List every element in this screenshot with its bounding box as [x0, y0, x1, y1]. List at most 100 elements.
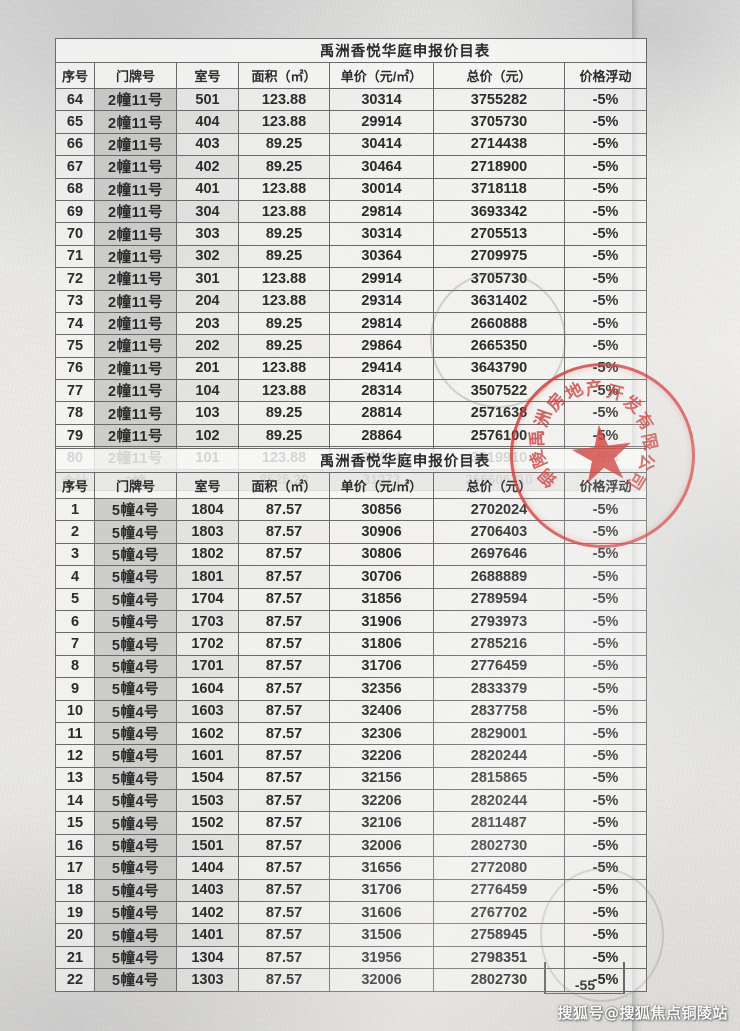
cell-total-price: 3755282: [433, 87, 565, 112]
cell-float: -5%: [563, 177, 648, 201]
cell-seq: 1: [55, 497, 95, 522]
cell-unit-price: 29864: [329, 334, 434, 358]
cell-room: 1601: [176, 744, 239, 768]
table-row: 68 2幢11号 401 123.88 30014 3718118 -5%: [55, 177, 648, 201]
cell-door: 5幢4号: [94, 565, 177, 589]
cell-total-price: 3705730: [433, 110, 565, 134]
cell-room: 304: [176, 199, 239, 224]
cell-door: 5幢4号: [94, 677, 177, 701]
table-row: 74 2幢11号 203 89.25 29814 2660888 -5%: [55, 311, 648, 336]
table-row: 8 5幢4号 1701 87.57 31706 2776459 -5%: [55, 654, 648, 679]
col-header-area: 面积（㎡）: [238, 62, 330, 89]
cell-room: 1803: [176, 520, 239, 544]
cell-seq: 2: [55, 520, 95, 544]
cell-area: 123.88: [238, 356, 330, 381]
cell-unit-price: 31956: [329, 945, 434, 970]
cell-door: 5幢4号: [94, 833, 177, 858]
cell-seq: 5: [55, 587, 95, 611]
cell-area: 87.57: [238, 721, 330, 746]
cell-seq: 71: [55, 244, 95, 269]
cell-unit-price: 32006: [329, 968, 434, 992]
cell-unit-price: 32206: [329, 744, 434, 768]
cell-seq: 70: [55, 222, 95, 246]
table-row: 67 2幢11号 402 89.25 30464 2718900 -5%: [55, 155, 648, 179]
cell-unit-price: 31706: [329, 878, 434, 903]
cell-seq: 64: [55, 87, 95, 112]
table-row: 6 5幢4号 1703 87.57 31906 2793973 -5%: [55, 609, 648, 634]
cell-area: 87.57: [238, 811, 330, 835]
cell-door: 5幢4号: [94, 856, 177, 880]
cell-area: 87.57: [238, 654, 330, 679]
cell-total-price: 2833379: [433, 677, 565, 701]
price-table-building-2: 禹洲香悦华庭申报价目表 序号 门牌号 室号 面积（㎡） 单价（元/㎡） 总价（元…: [54, 38, 648, 491]
cell-door: 2幢11号: [94, 222, 177, 246]
cell-unit-price: 28814: [329, 401, 434, 425]
cell-total-price: 2709975: [433, 244, 565, 269]
col-header-area: 面积（㎡）: [238, 472, 330, 499]
cell-room: 1802: [176, 542, 239, 567]
cell-room: 302: [176, 244, 239, 269]
table-row: 77 2幢11号 104 123.88 28314 3507522 -5%: [55, 379, 648, 403]
tail-right-border: [623, 962, 625, 994]
cell-float: -5%: [563, 565, 648, 589]
cell-room: 1701: [176, 654, 239, 679]
cell-total-price: 3507522: [433, 379, 565, 403]
cell-door: 2幢11号: [94, 401, 177, 425]
cell-unit-price: 30906: [329, 520, 434, 544]
cell-unit-price: 28864: [329, 423, 434, 448]
cell-room: 1801: [176, 565, 239, 589]
table-row: 76 2幢11号 201 123.88 29414 3643790 -5%: [55, 356, 648, 381]
cell-area: 89.25: [238, 155, 330, 179]
cell-float: -5%: [563, 789, 648, 813]
cell-total-price: 2815865: [433, 766, 565, 791]
col-header-door: 门牌号: [94, 472, 177, 499]
table-row: 73 2幢11号 204 123.88 29314 3631402 -5%: [55, 289, 648, 313]
cell-seq: 14: [55, 789, 95, 813]
cell-door: 5幢4号: [94, 744, 177, 768]
table-row: 20 5幢4号 1401 87.57 31506 2758945 -5%: [55, 923, 648, 947]
cell-total-price: 2829001: [433, 721, 565, 746]
cell-unit-price: 29814: [329, 311, 434, 336]
cell-room: 1401: [176, 923, 239, 947]
cell-total-price: 2702024: [433, 497, 565, 522]
table-row: 65 2幢11号 404 123.88 29914 3705730 -5%: [55, 110, 648, 134]
cell-unit-price: 31906: [329, 609, 434, 634]
table-row: 3 5幢4号 1802 87.57 30806 2697646 -5%: [55, 542, 648, 567]
cell-door: 5幢4号: [94, 497, 177, 522]
cell-door: 2幢11号: [94, 267, 177, 291]
table2-title: 禹洲香悦华庭申报价目表: [54, 448, 648, 473]
cell-door: 5幢4号: [94, 923, 177, 947]
cell-float: -5%: [563, 110, 648, 134]
cell-float: -5%: [563, 356, 648, 381]
cell-area: 87.57: [238, 901, 330, 925]
table-row: 15 5幢4号 1502 87.57 32106 2811487 -5%: [55, 811, 648, 835]
cell-total-price: 2772080: [433, 856, 565, 880]
cell-room: 1603: [176, 699, 239, 723]
cell-total-price: 3631402: [433, 289, 565, 313]
cell-door: 2幢11号: [94, 132, 177, 157]
cell-room: 1804: [176, 497, 239, 522]
cell-area: 87.57: [238, 744, 330, 768]
cell-total-price: 2767702: [433, 901, 565, 925]
cell-seq: 13: [55, 766, 95, 791]
col-header-unitprice: 单价（元/㎡）: [329, 62, 434, 89]
cell-float: -5%: [563, 401, 648, 425]
cell-door: 2幢11号: [94, 87, 177, 112]
cell-area: 87.57: [238, 833, 330, 858]
cell-total-price: 3643790: [433, 356, 565, 381]
table-row: 66 2幢11号 403 89.25 30414 2714438 -5%: [55, 132, 648, 157]
cell-float: -5%: [563, 632, 648, 656]
cell-total-price: 2688889: [433, 565, 565, 589]
table-row: 21 5幢4号 1304 87.57 31956 2798351 -5%: [55, 945, 648, 970]
cell-unit-price: 30706: [329, 565, 434, 589]
table-row: 22 5幢4号 1303 87.57 32006 2802730 -5%: [55, 968, 648, 992]
cell-door: 5幢4号: [94, 878, 177, 903]
cell-total-price: 2776459: [433, 654, 565, 679]
cell-door: 5幢4号: [94, 654, 177, 679]
table1-title-row: 禹洲香悦华庭申报价目表: [54, 38, 648, 63]
cell-float: -5%: [563, 923, 648, 947]
cell-float: -5%: [563, 423, 648, 448]
cell-door: 2幢11号: [94, 423, 177, 448]
cell-total-price: 2802730: [433, 968, 565, 992]
cell-door: 5幢4号: [94, 968, 177, 992]
